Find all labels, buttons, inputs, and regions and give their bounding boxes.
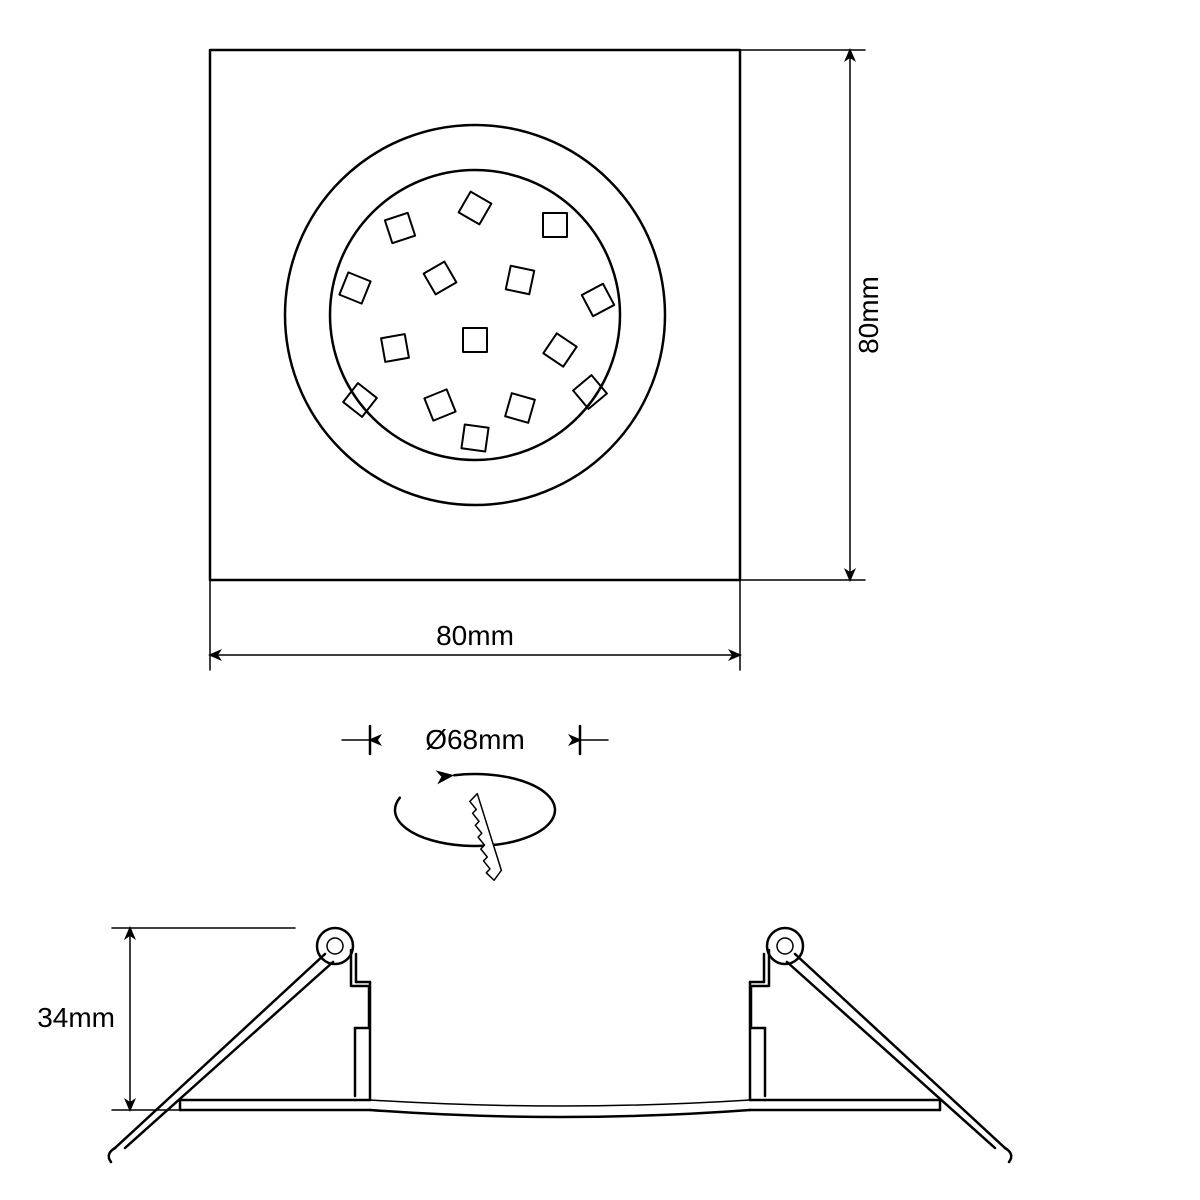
cutout-dim-label: Ø68mm: [425, 724, 525, 755]
side-height-dim-label: 34mm: [37, 1002, 115, 1033]
width-dim-label: 80mm: [436, 620, 514, 651]
technical-drawing: 80mm 80mm Ø68mm 34mm: [0, 0, 1200, 1200]
height-dim-label: 80mm: [853, 276, 884, 354]
